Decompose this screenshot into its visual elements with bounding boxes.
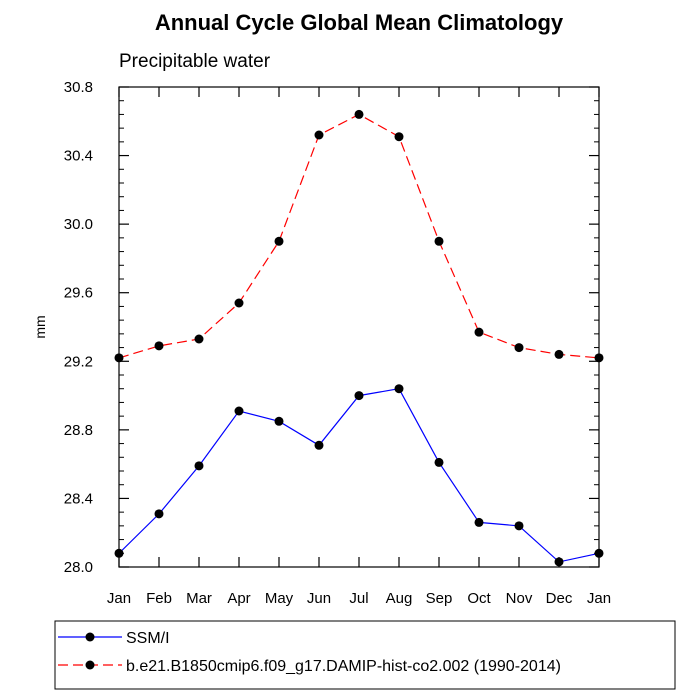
y-tick-label: 30.8 (64, 79, 93, 96)
series-2-point (194, 334, 204, 344)
series-1-point (554, 557, 564, 567)
x-tick-label: Dec (546, 590, 573, 607)
y-tick-label: 29.6 (64, 285, 93, 302)
plot-frame (118, 86, 600, 568)
series-2-point (354, 109, 364, 119)
series-1-point (514, 521, 524, 531)
legend-box (54, 620, 676, 690)
series-1-point (154, 509, 164, 519)
series-2-point (234, 298, 244, 308)
y-tick-label: 30.0 (64, 216, 93, 233)
x-tick-label: Jan (107, 590, 131, 607)
minor-ticks (119, 100, 599, 554)
series-1-point (274, 416, 284, 426)
legend: SSM/I b.e21.B1850cmip6.f09_g17.DAMIP-hist… (54, 620, 676, 690)
y-tick-label: 28.0 (64, 559, 93, 576)
y-axis-label: mm (32, 315, 48, 338)
series-2-point (554, 349, 564, 359)
series-2-point (274, 236, 284, 246)
major-ticks (118, 86, 600, 568)
series-2-point (514, 343, 524, 353)
legend-label-2: b.e21.B1850cmip6.f09_g17.DAMIP-hist-co2.… (126, 658, 561, 675)
x-tick-label: Oct (467, 590, 491, 607)
x-tick-label: May (265, 590, 294, 607)
legend-marker-1 (85, 632, 95, 642)
series-line-1 (118, 388, 600, 563)
series-1-point (234, 406, 244, 416)
series-2-point (314, 130, 324, 140)
series-1-point (434, 457, 444, 467)
x-tick-labels: Jan Feb Mar Apr May Jun Jul Aug Sep Oct Nov Dec Jan (107, 590, 611, 607)
legend-label-1: SSM/I (126, 630, 170, 647)
series-2-point (434, 236, 444, 246)
legend-marker-2 (85, 660, 95, 670)
x-tick-label: Mar (186, 590, 212, 607)
series-1-point (474, 517, 484, 527)
series-line-2 (118, 113, 600, 359)
chart-subtitle: Precipitable water (119, 51, 271, 72)
y-tick-labels: 28.0 28.4 28.8 29.2 29.6 30.0 30.4 30.8 (64, 79, 93, 576)
x-tick-label: Nov (506, 590, 533, 607)
series-2-point (394, 132, 404, 142)
x-tick-label: Sep (426, 590, 453, 607)
y-tick-label: 29.2 (64, 353, 93, 370)
x-tick-label: Jul (349, 590, 368, 607)
x-tick-label: Jun (307, 590, 331, 607)
x-tick-label: Jan (587, 590, 611, 607)
x-tick-label: Feb (146, 590, 172, 607)
series-markers (114, 109, 604, 567)
series-1-point (394, 384, 404, 394)
y-tick-label: 28.8 (64, 422, 93, 439)
y-tick-label: 30.4 (64, 148, 93, 165)
series-1-point (194, 461, 204, 471)
series-1-point (314, 440, 324, 450)
x-tick-label: Apr (227, 590, 250, 607)
series-lines (118, 113, 600, 563)
series-2-point (154, 341, 164, 351)
chart-title: Annual Cycle Global Mean Climatology (155, 10, 564, 35)
series-1-point (354, 391, 364, 401)
y-tick-label: 28.4 (64, 490, 93, 507)
x-tick-label: Aug (386, 590, 413, 607)
series-2-point (474, 327, 484, 337)
